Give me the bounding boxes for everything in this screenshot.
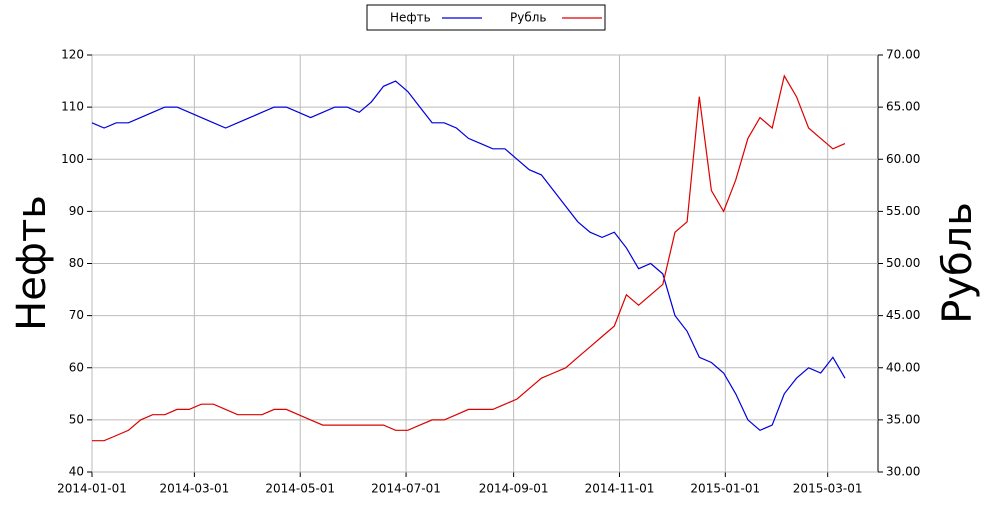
x-tick-label: 2014-07-01 <box>371 482 441 496</box>
x-tick-label: 2014-01-01 <box>57 482 127 496</box>
y2-tick-label: 35.00 <box>886 412 920 426</box>
x-tick-label: 2015-01-01 <box>690 482 760 496</box>
y2-tick-label: 45.00 <box>886 308 920 322</box>
series-line <box>92 74 846 442</box>
x-tick-label: 2014-03-01 <box>159 482 229 496</box>
y-tick-label: 70 <box>69 308 84 322</box>
series-line <box>91 80 846 431</box>
y2-tick-label: 40.00 <box>886 360 920 374</box>
y-axis-label: Нефть <box>9 195 55 331</box>
y-tick-label: 90 <box>69 204 84 218</box>
y-tick-label: 80 <box>69 256 84 270</box>
y2-tick-label: 60.00 <box>886 152 920 166</box>
y2-axis-label: Рубль <box>935 202 981 324</box>
y2-tick-label: 70.00 <box>886 48 920 62</box>
x-tick-label: 2014-11-01 <box>585 482 655 496</box>
y2-tick-label: 30.00 <box>886 465 920 479</box>
legend-label: Рубль <box>510 11 546 25</box>
y-tick-label: 50 <box>69 412 84 426</box>
y2-tick-label: 55.00 <box>886 204 920 218</box>
y-tick-label: 40 <box>69 465 84 479</box>
y-tick-label: 110 <box>61 100 84 114</box>
y-tick-label: 60 <box>69 360 84 374</box>
x-tick-label: 2014-05-01 <box>265 482 335 496</box>
y-tick-label: 120 <box>61 48 84 62</box>
legend-label: Нефть <box>390 11 431 25</box>
x-tick-label: 2015-03-01 <box>793 482 863 496</box>
y2-tick-label: 65.00 <box>886 100 920 114</box>
y-tick-label: 100 <box>61 152 84 166</box>
y2-tick-label: 50.00 <box>886 256 920 270</box>
x-tick-label: 2014-09-01 <box>479 482 549 496</box>
